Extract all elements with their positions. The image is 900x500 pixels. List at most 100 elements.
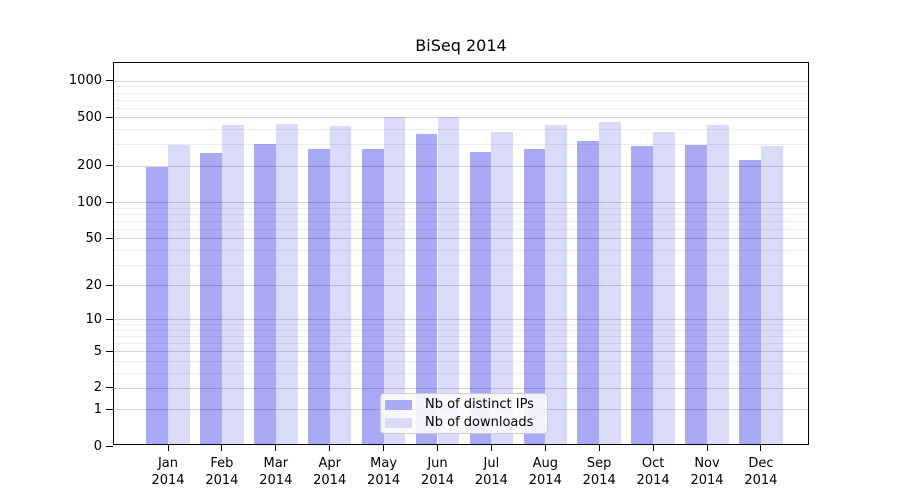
y-tick: [106, 350, 113, 352]
bar-downloads-aug: [545, 124, 568, 444]
y-tick: [106, 408, 113, 410]
bar-distinct-ips-feb: [200, 152, 222, 444]
y-tick: [106, 387, 113, 389]
legend-swatch-downloads: [385, 417, 412, 428]
gridline-minor: [114, 220, 808, 222]
gridline-minor: [114, 228, 808, 230]
y-tick: [106, 445, 113, 447]
gridline-minor: [114, 129, 808, 131]
bar-downloads-feb: [221, 124, 244, 444]
bar-distinct-ips-apr: [307, 148, 330, 444]
x-tick: [329, 445, 331, 451]
gridline-minor: [114, 324, 808, 326]
x-tick-label: Jun 2014: [420, 456, 455, 488]
bar-downloads-jun: [437, 116, 460, 444]
x-tick-label: Feb 2014: [205, 456, 239, 488]
x-tick: [221, 445, 223, 451]
bar-distinct-ips-nov: [685, 145, 707, 444]
y-tick-label: 0: [93, 438, 102, 454]
x-tick-label: Oct 2014: [636, 456, 670, 488]
bar-downloads-sep: [599, 121, 621, 444]
y-tick-label: 100: [77, 194, 102, 210]
x-tick: [760, 445, 762, 451]
bar-distinct-ips-mar: [254, 143, 276, 444]
y-tick: [106, 165, 113, 167]
x-tick-label: Jan 2014: [151, 456, 185, 488]
gridline-major: [114, 202, 808, 203]
bar-downloads-mar: [275, 123, 298, 444]
plot-area: Nb of distinct IPs Nb of downloads Jan 20…: [69, 62, 809, 488]
bar-distinct-ips-aug: [523, 148, 546, 444]
gridline-major: [114, 238, 808, 240]
bar-distinct-ips-sep: [577, 141, 600, 444]
bar-downloads-jul: [491, 131, 514, 444]
gridline-minor: [114, 329, 808, 331]
x-tick-label: Aug 2014: [528, 456, 562, 488]
bar-downloads-may: [383, 117, 406, 444]
bar-downloads-dec: [760, 145, 783, 444]
bar-distinct-ips-oct: [631, 145, 654, 444]
x-tick: [598, 445, 600, 451]
gridline-minor: [114, 207, 808, 209]
y-tick: [106, 284, 113, 286]
x-tick-label: Dec 2014: [744, 456, 778, 488]
gridline-minor: [114, 92, 808, 94]
legend-item-downloads: Nb of downloads: [385, 415, 541, 430]
gridline-major: [114, 387, 808, 389]
gridline-minor: [114, 336, 808, 338]
gridline-minor: [114, 213, 808, 215]
x-tick-label: Jul 2014: [474, 456, 508, 488]
gridline-minor: [114, 86, 808, 88]
x-tick: [544, 445, 546, 451]
y-tick-label: 50: [85, 230, 102, 246]
gridline-minor: [114, 99, 808, 101]
y-tick: [106, 116, 113, 118]
y-tick-label: 10: [85, 311, 102, 327]
y-tick-label: 2: [93, 380, 102, 396]
gridline-minor: [114, 264, 808, 266]
gridline-minor: [114, 144, 808, 146]
gridline-minor: [114, 360, 808, 362]
y-tick: [106, 318, 113, 320]
bar-downloads-apr: [329, 125, 352, 444]
y-tick-label: 20: [85, 277, 102, 293]
chart-title: BiSeq 2014: [415, 36, 507, 55]
x-tick: [275, 445, 277, 451]
gridline-major: [114, 80, 808, 82]
legend: Nb of distinct IPs Nb of downloads: [380, 393, 548, 434]
bar-distinct-ips-dec: [739, 159, 761, 444]
x-tick: [167, 445, 169, 451]
bar-distinct-ips-jun: [415, 133, 438, 444]
bar-downloads-nov: [707, 125, 729, 444]
legend-label-distinct-ips: Nb of distinct IPs: [425, 397, 534, 412]
bar-distinct-ips-may: [361, 149, 384, 444]
gridline-major: [114, 351, 808, 353]
x-tick-label: Nov 2014: [690, 456, 724, 488]
gridline-minor: [114, 107, 808, 109]
gridline-major: [114, 319, 808, 321]
x-tick: [437, 445, 438, 451]
y-tick-label: 1000: [68, 73, 102, 89]
y-tick: [106, 201, 113, 203]
legend-label-downloads: Nb of downloads: [425, 415, 534, 430]
y-tick: [106, 80, 113, 82]
bar-downloads-jan: [168, 145, 190, 444]
bar-distinct-ips-jul: [469, 151, 492, 444]
x-tick: [652, 445, 654, 451]
gridline-minor: [114, 343, 808, 345]
x-tick-label: Apr 2014: [313, 456, 347, 488]
y-tick: [106, 237, 113, 239]
x-tick: [383, 445, 385, 451]
legend-swatch-distinct-ips: [385, 399, 412, 410]
x-tick: [490, 445, 492, 451]
gridline-minor: [114, 372, 808, 374]
gridline-minor: [114, 249, 808, 251]
x-tick-label: May 2014: [367, 456, 401, 488]
gridline-major: [114, 165, 808, 167]
y-tick-label: 500: [77, 109, 102, 125]
legend-item-distinct-ips: Nb of distinct IPs: [385, 397, 541, 412]
gridline-major: [114, 117, 808, 119]
x-tick-label: Sep 2014: [582, 456, 616, 488]
y-tick-label: 1: [93, 401, 102, 417]
